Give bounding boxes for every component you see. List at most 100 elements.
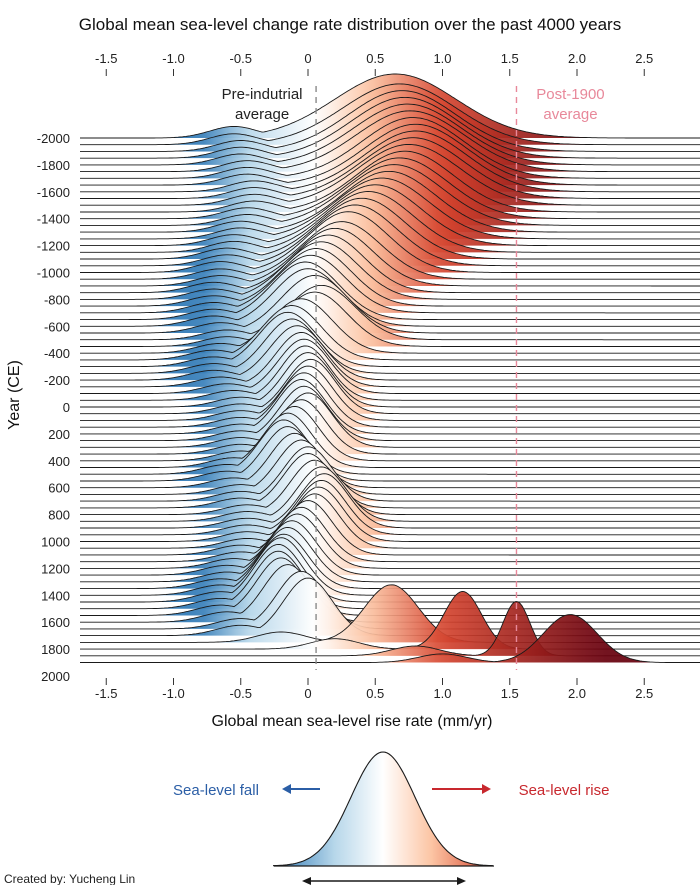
ridge-line — [80, 486, 700, 542]
ridge-line — [80, 614, 700, 663]
ridge-line — [80, 164, 700, 226]
top-x-tick-label: 0.5 — [366, 51, 384, 66]
top-x-tick-label: 1.0 — [433, 51, 451, 66]
ridge-line — [80, 90, 700, 152]
x-axis-label: Global mean sea-level rise rate (mm/yr) — [212, 713, 493, 730]
ridge-line — [80, 197, 700, 260]
ridge-fill — [80, 211, 700, 273]
y-tick-label: 200 — [48, 427, 70, 442]
ridge-line — [80, 248, 700, 307]
bottom-x-tick-label: 1.0 — [433, 686, 451, 701]
y-tick-label: -200 — [44, 373, 70, 388]
top-x-tick-label: -1.5 — [95, 51, 117, 66]
ridge-line — [80, 466, 700, 522]
ridge-line — [80, 211, 700, 273]
reference-label: Post-1900 — [536, 86, 604, 103]
ridge-line — [80, 365, 700, 421]
top-x-tick-label: -0.5 — [230, 51, 252, 66]
ridge-fill — [80, 228, 700, 286]
ridge-line — [80, 432, 700, 489]
y-tick-label: -1400 — [37, 212, 70, 227]
ridge-line — [80, 527, 700, 583]
ridge-line — [80, 405, 700, 462]
y-tick-label: 1800 — [41, 642, 70, 657]
ridge-line — [80, 83, 700, 146]
ridge-line — [80, 204, 700, 267]
y-tick-label: -400 — [44, 346, 70, 361]
ridge-line — [80, 117, 700, 179]
ridge-line — [80, 305, 700, 361]
reference-label: average — [235, 106, 289, 123]
y-tick-label: 600 — [48, 481, 70, 496]
y-tick-label: 800 — [48, 508, 70, 523]
bottom-x-tick-label: -0.5 — [230, 686, 252, 701]
rise-arrow-head — [482, 784, 491, 794]
bottom-x-tick-label: 2.5 — [635, 686, 653, 701]
ridge-line — [80, 520, 700, 576]
ridge-line — [80, 170, 700, 233]
ridge-line — [80, 459, 700, 516]
ridge-line — [80, 184, 700, 247]
legend-curve-line — [272, 751, 494, 867]
y-tick-label: -2000 — [37, 131, 70, 146]
ridge-line — [80, 137, 700, 199]
ridge-line — [80, 479, 700, 536]
y-tick-label: -600 — [44, 319, 70, 334]
y-axis: -2000-1800-1600-1400-1200-1000-800-600-4… — [37, 131, 70, 684]
y-tick-label: 1200 — [41, 561, 70, 576]
ridge-fill — [80, 205, 700, 266]
bottom-x-tick-label: 2.0 — [568, 686, 586, 701]
y-tick-label: -1800 — [37, 158, 70, 173]
ridge-line — [80, 439, 700, 495]
ridge-line — [80, 399, 700, 455]
y-tick-label: 1000 — [41, 535, 70, 550]
ridge-line — [80, 446, 700, 502]
ridge-line — [80, 493, 700, 549]
ridge-fill — [80, 614, 700, 663]
bottom-x-tick-label: -1.0 — [162, 686, 184, 701]
ridge-line — [80, 325, 700, 381]
legend-range-arrow-left — [302, 877, 311, 885]
ridge-line — [80, 150, 700, 213]
legend-range-arrow-right — [457, 877, 466, 885]
ridge-line — [80, 291, 700, 347]
ridge-line — [80, 318, 700, 374]
bottom-x-tick-label: 1.5 — [501, 686, 519, 701]
chart-title: Global mean sea-level change rate distri… — [79, 15, 621, 34]
bottom-x-tick-label: 0.5 — [366, 686, 384, 701]
ridge-line — [80, 157, 700, 220]
ridge-line — [80, 254, 700, 314]
bottom-x-tick-label: -1.5 — [95, 686, 117, 701]
y-tick-label: -1200 — [37, 239, 70, 254]
legend-fall-label: Sea-level fall — [173, 782, 259, 799]
ridge-line — [80, 103, 700, 166]
y-axis-label: Year (CE) — [6, 360, 23, 430]
ridge-line — [80, 268, 700, 327]
ridge-line — [80, 221, 700, 280]
ridge-line — [80, 96, 700, 159]
ridge-line — [80, 500, 700, 556]
fall-arrow-head — [282, 784, 291, 794]
ridge-line — [80, 345, 700, 401]
ridge-line — [80, 358, 700, 415]
ridge-line — [80, 144, 700, 206]
legend-rise-label: Sea-level rise — [519, 782, 610, 799]
ridge-line — [80, 453, 700, 509]
ridge-line — [80, 372, 700, 428]
ridge-line — [80, 392, 700, 448]
ridge-fill — [80, 235, 700, 293]
bottom-x-axis: -1.5 -1.0 -0.5 0 0.5 1.0 1.5 2.0 2.5 — [95, 678, 653, 701]
ridge-line — [80, 234, 700, 294]
credit-text: Created by: Yucheng Lin — [4, 872, 135, 885]
top-x-tick-label: 2.0 — [568, 51, 586, 66]
top-x-tick-label: 1.5 — [501, 51, 519, 66]
ridge-line — [80, 123, 700, 186]
y-tick-label: -800 — [44, 292, 70, 307]
ridge-line — [80, 241, 700, 300]
y-tick-label: -1600 — [37, 185, 70, 200]
ridge-line — [80, 73, 700, 139]
ridge-line — [80, 227, 700, 287]
ridge-line — [80, 284, 700, 341]
ridge-line — [80, 379, 700, 435]
